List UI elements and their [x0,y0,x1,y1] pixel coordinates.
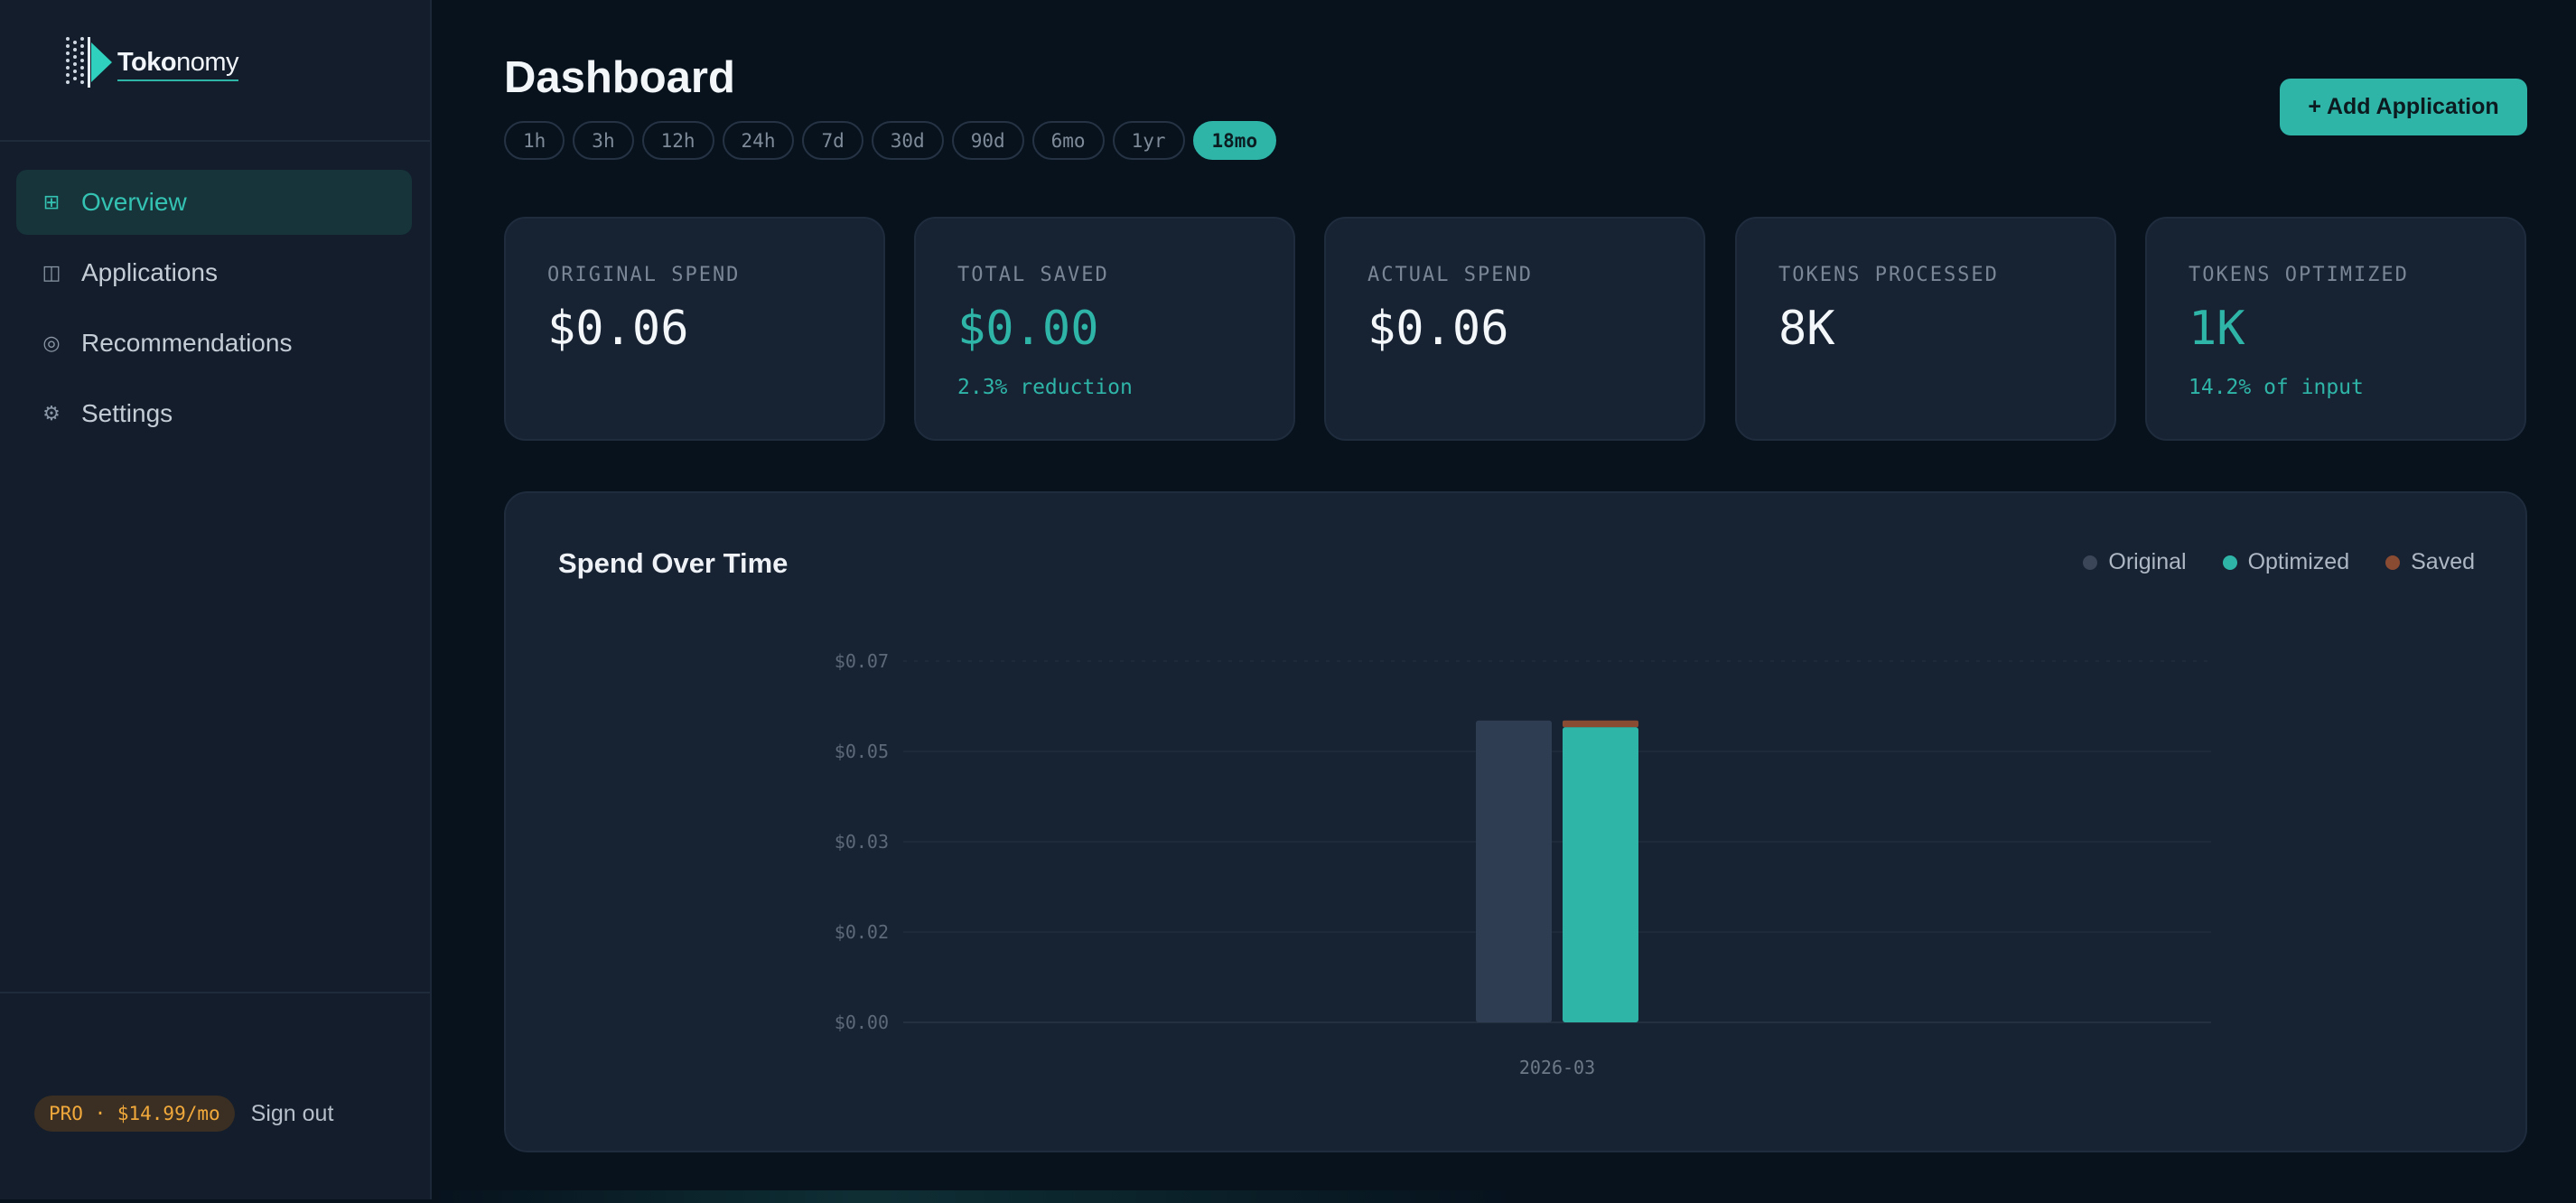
logo-underline [117,79,239,81]
sidebar-divider-bottom [0,992,430,993]
stat-label: TOTAL SAVED [957,264,1109,286]
bar-optimized [1563,727,1638,1022]
chart-title: Spend Over Time [558,547,789,579]
logo-icon [66,37,112,88]
stat-value: 8K [1778,302,1835,356]
sidebar-item-label: Recommendations [81,329,293,357]
stat-subtext: 14.2% of input [2189,376,2364,399]
range-option-1yr[interactable]: 1yr [1112,121,1185,160]
range-option-30d[interactable]: 30d [871,121,944,160]
legend-dot-original [2083,555,2098,570]
y-tick-label: $0.05 [835,741,889,762]
legend-item-original[interactable]: Original [2083,549,2187,575]
range-option-18mo[interactable]: 18mo [1192,121,1277,160]
legend-item-saved[interactable]: Saved [2385,549,2475,575]
legend-label: Optimized [2247,549,2350,574]
columns-icon: ◫ [42,261,61,284]
sidebar-item-label: Settings [81,399,173,427]
add-application-button[interactable]: + Add Application [2280,79,2527,135]
legend-label: Original [2108,549,2187,574]
stat-label: TOKENS OPTIMIZED [2189,264,2409,286]
target-icon: ◎ [42,331,61,354]
time-range-selector: 1h 3h 12h 24h 7d 30d 90d 6mo 1yr 18mo [504,121,1277,160]
chart-legend: Original Optimized Saved [2083,549,2475,575]
spend-chart: $0.00 $0.02 $0.03 $0.05 $0.07 2026-03 [835,650,2211,1078]
sidebar-item-label: Overview [81,188,187,216]
sidebar-item-overview[interactable]: ⊞ Overview [16,170,412,235]
logo-wordmark-bold: Toko [117,47,177,77]
y-tick-label: $0.03 [835,831,889,853]
y-tick-label: $0.00 [835,1012,889,1033]
legend-item-optimized[interactable]: Optimized [2222,549,2350,575]
sidebar-item-settings[interactable]: ⚙ Settings [16,381,412,446]
stat-card-tokens-optimized: TOKENS OPTIMIZED 1K 14.2% of input [2145,217,2526,441]
stat-label: ACTUAL SPEND [1367,264,1533,286]
stat-label: TOKENS PROCESSED [1778,264,1999,286]
bar-original [1476,720,1552,1022]
stat-value: $0.06 [547,302,689,356]
bottom-glow [432,1190,1516,1203]
stat-label: ORIGINAL SPEND [547,264,741,286]
range-option-24h[interactable]: 24h [722,121,795,160]
range-option-7d[interactable]: 7d [802,121,863,160]
logo-wordmark: Tokonomy [117,47,239,81]
stat-value: $0.00 [957,302,1099,356]
sidebar-item-label: Applications [81,258,218,286]
stat-card-total-saved: TOTAL SAVED $0.00 2.3% reduction [914,217,1295,441]
bar-saved [1563,720,1638,728]
sidebar-divider-top [0,140,430,142]
account-footer: PRO · $14.99/mo Sign out [34,1096,333,1132]
spend-over-time-panel: Spend Over Time Original Optimized Saved… [504,491,2527,1152]
legend-dot-saved [2385,555,2401,570]
range-option-3h[interactable]: 3h [573,121,634,160]
sidebar: Tokonomy ⊞ Overview ◫ Applications ◎ Rec… [0,0,432,1199]
stat-value: $0.06 [1367,302,1509,356]
grid-icon: ⊞ [42,191,61,213]
sidebar-item-applications[interactable]: ◫ Applications [16,240,412,305]
plan-badge[interactable]: PRO · $14.99/mo [34,1096,235,1132]
stat-card-tokens-processed: TOKENS PROCESSED 8K [1735,217,2116,441]
x-tick-label: 2026-03 [1519,1057,1595,1078]
stat-subtext: 2.3% reduction [957,376,1133,399]
range-option-90d[interactable]: 90d [951,121,1024,160]
stat-card-actual-spend: ACTUAL SPEND $0.06 [1324,217,1705,441]
sidebar-nav: ⊞ Overview ◫ Applications ◎ Recommendati… [16,170,412,452]
sidebar-item-recommendations[interactable]: ◎ Recommendations [16,311,412,376]
logo-wordmark-thin: nomy [176,47,239,77]
range-option-6mo[interactable]: 6mo [1031,121,1105,160]
sign-out-link[interactable]: Sign out [250,1100,334,1126]
legend-dot-optimized [2222,555,2237,570]
logo[interactable]: Tokonomy [65,31,239,94]
y-tick-label: $0.07 [835,650,889,672]
gear-icon: ⚙ [42,402,61,424]
page-title: Dashboard [504,53,735,102]
range-option-1h[interactable]: 1h [504,121,565,160]
stat-card-original-spend: ORIGINAL SPEND $0.06 [504,217,885,441]
legend-label: Saved [2411,549,2475,574]
range-option-12h[interactable]: 12h [641,121,714,160]
stat-value: 1K [2189,302,2245,356]
y-tick-label: $0.02 [835,921,889,943]
